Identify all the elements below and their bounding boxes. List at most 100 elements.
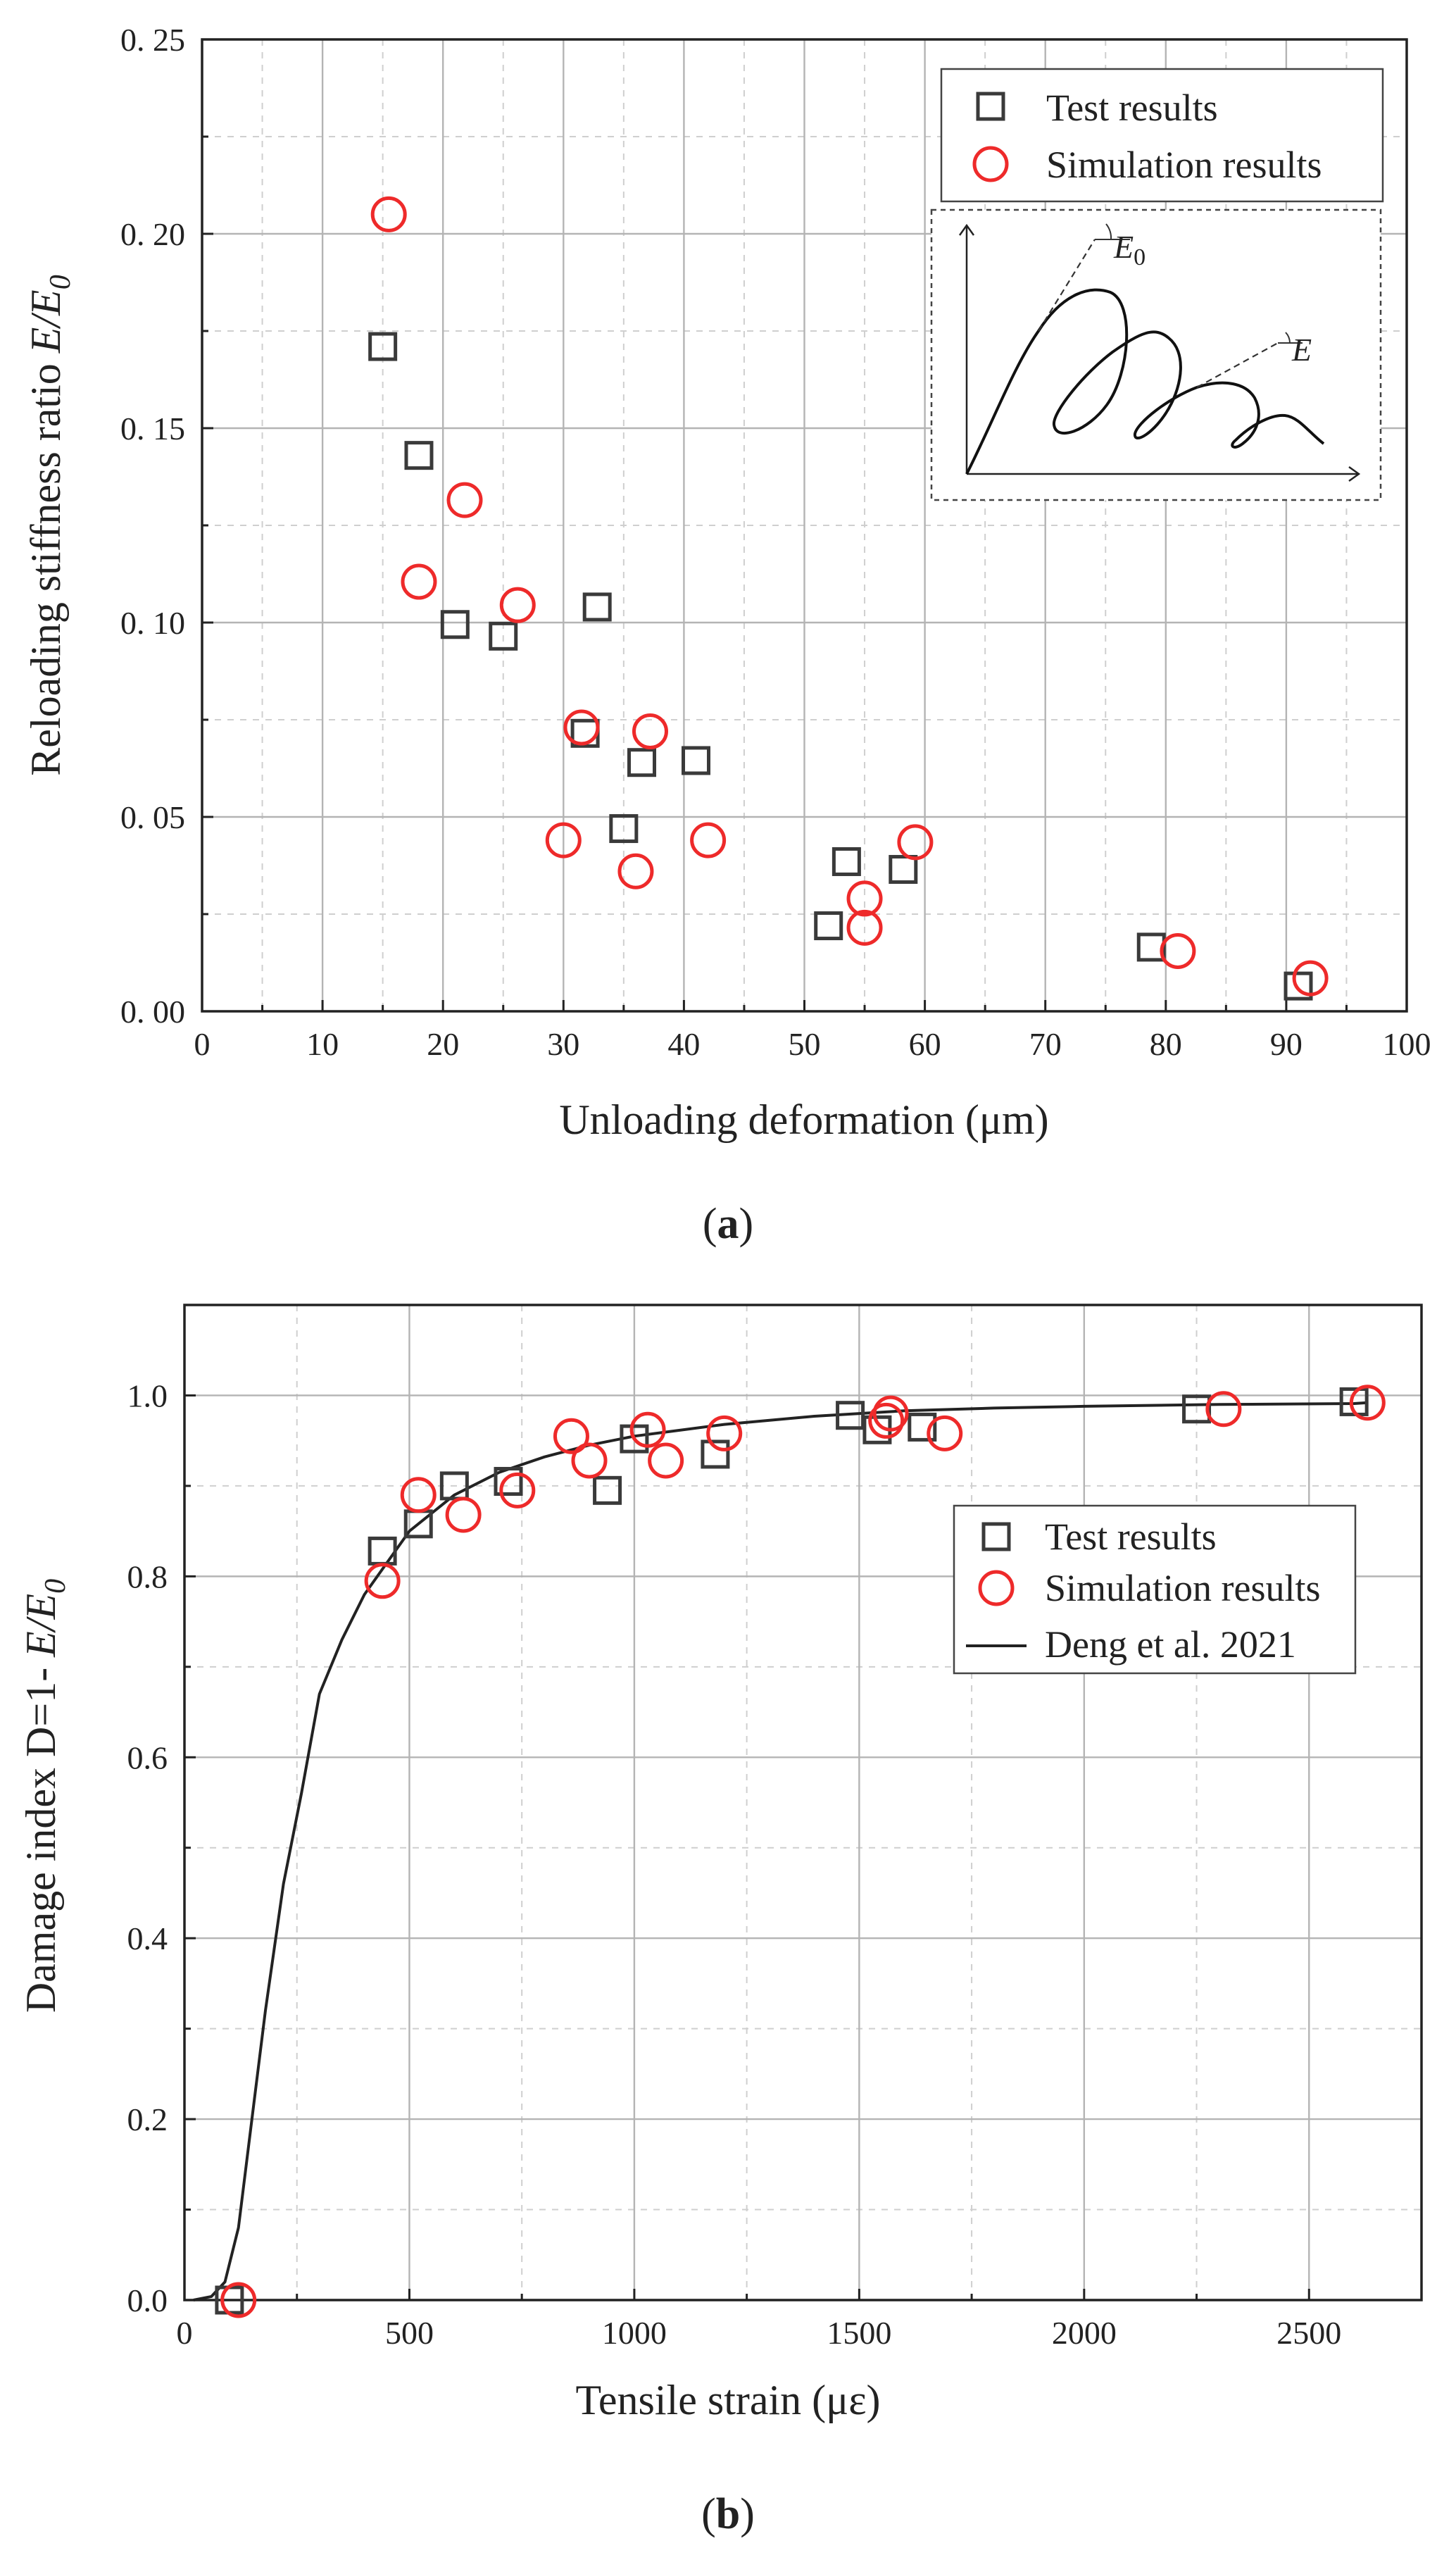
panel-b-model-curve: [193, 1401, 1368, 2301]
legend-label-simulation: Simulation results: [1046, 144, 1322, 186]
test-result-square: [814, 911, 843, 941]
legend-box: [940, 68, 1384, 203]
test-result-square: [620, 1424, 649, 1454]
test-result-square: [889, 855, 918, 885]
legend-label-test: Test results: [1046, 87, 1218, 129]
inset-hysteresis-curve: [965, 288, 1325, 475]
test-result-square: [1284, 971, 1313, 1001]
simulation-result-circle: [846, 909, 883, 946]
inset-e-tangent: [1196, 342, 1279, 388]
panel-b-plot-frame: [183, 1304, 1423, 2301]
legend-circle-icon: [978, 1570, 1015, 1606]
panel-a-ticks: [201, 38, 1408, 1013]
test-result-square: [489, 621, 518, 651]
test-result-square: [439, 1471, 469, 1501]
panel-b-y-axis-label: Damage index D=1- E/E0: [18, 1579, 72, 2013]
inset-x-arrow-icon: [1348, 466, 1361, 482]
test-result-square: [908, 1412, 937, 1442]
test-result-square: [682, 746, 711, 775]
simulation-result-circle: [571, 1442, 608, 1479]
simulation-result-circle: [927, 1415, 963, 1451]
x-tick-label: 0: [177, 2315, 193, 2351]
inset-y-arrow-icon: [958, 223, 975, 236]
y-tick-label: 0. 05: [120, 799, 185, 835]
inset-frame: [930, 208, 1382, 501]
y-tick-label: 0. 10: [120, 605, 185, 641]
simulation-result-circle: [706, 1415, 743, 1451]
y-tick-label: 0. 15: [120, 411, 185, 446]
simulation-result-circle: [446, 482, 483, 518]
x-tick-label: 1000: [602, 2315, 667, 2351]
x-tick-label: 2500: [1276, 2315, 1341, 2351]
x-tick-label: 20: [427, 1026, 459, 1062]
test-result-square: [593, 1475, 622, 1505]
simulation-result-circle: [868, 1402, 905, 1439]
simulation-result-circle: [1205, 1391, 1242, 1428]
panel-a-major-grid: [202, 39, 1407, 1011]
simulation-result-circle: [629, 1411, 666, 1448]
x-tick-label: 500: [385, 2315, 434, 2351]
x-tick-label: 30: [547, 1026, 579, 1062]
test-result-square: [440, 610, 470, 639]
test-result-square: [1182, 1394, 1212, 1424]
y-tick-label: 0.4: [127, 1920, 168, 1956]
y-tick-label: 0.0: [127, 2282, 168, 2318]
panel-a-y-tick-labels: 0. 00 0. 05 0. 10 0. 15 0. 20 0. 25: [120, 22, 185, 1030]
test-result-square: [701, 1439, 730, 1469]
panel-b-data-points: [215, 1385, 1386, 2318]
x-tick-label: 0: [194, 1026, 211, 1062]
legend-circle-icon: [972, 146, 1009, 182]
y-tick-label: 0. 20: [120, 216, 185, 252]
simulation-result-circle: [445, 1497, 482, 1533]
simulation-result-circle: [1292, 960, 1329, 997]
test-result-square: [582, 592, 612, 622]
legend-square-icon: [976, 92, 1005, 121]
simulation-result-circle: [499, 1472, 536, 1508]
y-tick-label: 0.2: [127, 2101, 168, 2137]
panel-a-x-axis-label: Unloading deformation (μm): [559, 1097, 1048, 1143]
inset-e0-label: E0: [1113, 229, 1146, 270]
test-result-square: [831, 847, 861, 876]
panel-a-y-axis-label: Reloading stiffness ratio E/E0: [23, 275, 77, 775]
y-tick-label: 0. 25: [120, 22, 185, 58]
simulation-result-circle: [690, 822, 727, 858]
model-curve-line: [193, 1401, 1368, 2301]
x-tick-label: 70: [1029, 1026, 1062, 1062]
simulation-result-circle: [1349, 1385, 1386, 1421]
simulation-result-circle: [553, 1418, 589, 1454]
y-tick-label: 1.0: [127, 1378, 168, 1413]
test-result-square: [609, 814, 639, 844]
simulation-result-circle: [846, 880, 883, 917]
panel-b-y-tick-labels: 0.0 0.2 0.4 0.6 0.8 1.0: [127, 1378, 168, 2318]
test-result-square: [627, 748, 657, 777]
x-tick-label: 60: [909, 1026, 941, 1062]
x-tick-label: 2000: [1052, 2315, 1117, 2351]
x-tick-label: 80: [1150, 1026, 1182, 1062]
simulation-result-circle: [563, 709, 600, 746]
panel-a-caption: (a): [703, 1200, 753, 1248]
inset-e-angle-icon: [1285, 332, 1291, 344]
y-tick-label: 0.6: [127, 1739, 168, 1775]
panel-a-inset: E0 E: [930, 208, 1382, 501]
panel-b-ticks: [183, 1394, 1310, 2301]
simulation-result-circle: [897, 824, 934, 861]
y-tick-label: 0.8: [127, 1558, 168, 1594]
simulation-result-circle: [617, 853, 654, 889]
simulation-result-circle: [370, 196, 407, 232]
inset-e-label: E: [1291, 332, 1312, 368]
simulation-result-circle: [648, 1442, 684, 1479]
panel-b-major-grid: [184, 1305, 1422, 2300]
x-tick-label: 50: [789, 1026, 821, 1062]
inset-e0-angle-icon: [1105, 223, 1112, 240]
y-tick-label: 0. 00: [120, 994, 185, 1030]
panel-a-data-points: [368, 196, 1329, 1001]
test-result-square: [1136, 932, 1166, 962]
simulation-result-circle: [364, 1563, 401, 1599]
simulation-result-circle: [1160, 932, 1196, 969]
x-tick-label: 10: [306, 1026, 339, 1062]
test-result-square: [494, 1466, 523, 1496]
simulation-result-circle: [632, 713, 668, 750]
panel-b-x-tick-labels: 0 500 1000 1500 2000 2500: [177, 2315, 1342, 2351]
panel-b: 0 500 1000 1500 2000 2500 0.00.20.40.60.81.0 …: [18, 1304, 1423, 2538]
